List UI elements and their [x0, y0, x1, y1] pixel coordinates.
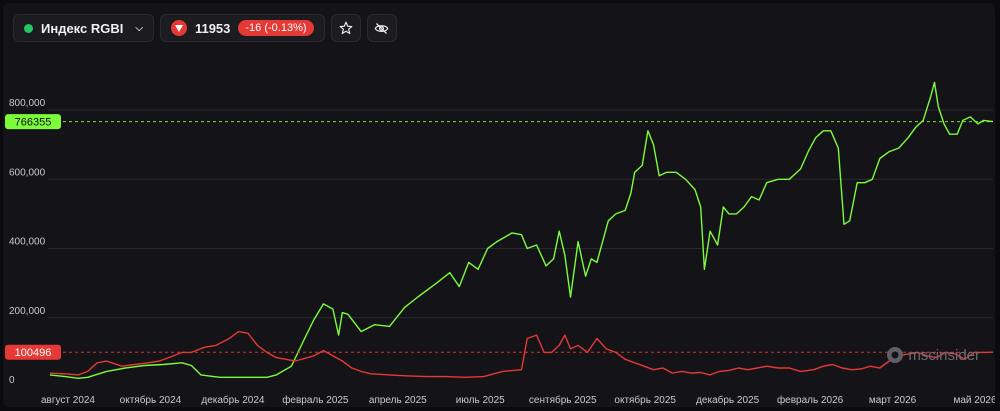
x-tick-label: август 2024	[41, 395, 95, 406]
watermark-text: mscinsider	[908, 346, 980, 364]
eye-off-icon	[374, 22, 389, 34]
x-tick-label: декабрь 2024	[201, 394, 265, 406]
price-value: 11953	[194, 20, 231, 36]
arrow-down-icon	[170, 20, 187, 36]
last-value-label: 766355	[15, 117, 52, 129]
change-badge: -16 (-0.13%)	[238, 20, 314, 36]
x-tick-label: октябрь 2024	[120, 394, 182, 406]
chevron-down-icon: ⌵	[135, 22, 143, 34]
last-value-label: 100496	[15, 347, 52, 359]
x-tick-label: май 2026	[953, 395, 995, 406]
toolbar: Индекс RGBI ⌵ 11953 -16 (-0.13%)	[13, 13, 397, 43]
logo-icon	[887, 347, 904, 363]
y-tick-label: 0	[9, 375, 15, 386]
index-name: Индекс RGBI	[41, 20, 124, 36]
series-line-0	[49, 81, 994, 379]
y-tick-label: 400,000	[9, 237, 46, 248]
x-tick-label: апрель 2025	[369, 395, 427, 406]
x-tick-label: февраль 2025	[282, 394, 349, 406]
x-tick-label: октябрь 2025	[614, 394, 676, 406]
series-line-1	[49, 330, 994, 378]
y-tick-label: 800,000	[9, 98, 46, 109]
price-display: 11953 -16 (-0.13%)	[159, 14, 325, 42]
status-dot	[24, 23, 33, 33]
favorite-button[interactable]	[330, 14, 361, 42]
x-tick-label: март 2026	[869, 395, 917, 406]
price-chart[interactable]: 0 200,000 400,000 600,000 800,000 август 2024…	[3, 3, 995, 407]
x-tick-label: декабрь 2025	[696, 394, 760, 406]
x-tick-label: июль 2025	[456, 395, 505, 406]
x-tick-label: сентябрь 2025	[529, 394, 597, 406]
star-icon	[339, 21, 352, 35]
y-tick-label: 200,000	[9, 306, 46, 317]
x-tick-label: февраль 2026	[777, 394, 844, 406]
y-tick-label: 600,000	[9, 167, 46, 178]
visibility-button[interactable]	[366, 14, 397, 42]
chart-frame: 0 200,000 400,000 600,000 800,000 август 2024…	[3, 3, 995, 407]
last-value-badge	[5, 114, 61, 130]
watermark: mscinsider	[886, 346, 980, 364]
last-value-badge	[5, 344, 61, 360]
index-selector[interactable]: Индекс RGBI ⌵	[13, 14, 154, 42]
